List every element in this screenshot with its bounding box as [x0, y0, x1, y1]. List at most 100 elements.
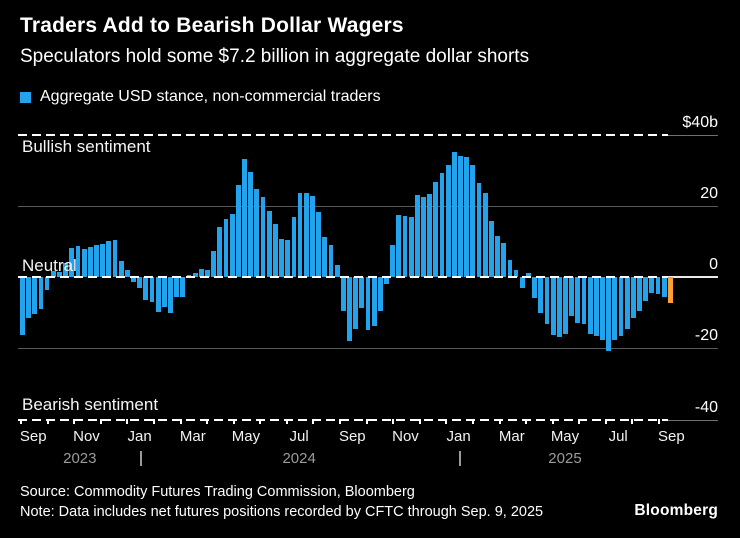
bar	[137, 277, 143, 289]
bar	[297, 193, 303, 277]
x-axis-label-may-8: May	[231, 428, 261, 445]
bar	[328, 245, 334, 277]
x-axis-tick	[232, 419, 235, 424]
x-axis-tick	[339, 419, 342, 424]
bar	[402, 215, 408, 277]
x-axis-label-nov-14: Nov	[392, 428, 419, 445]
bar	[174, 277, 180, 297]
bar	[384, 277, 389, 285]
bar	[575, 277, 581, 323]
x-axis-label-sep-12: Sep	[338, 428, 366, 445]
bar	[242, 159, 247, 277]
bar	[81, 248, 87, 277]
x-axis-label-sep-24: Sep	[657, 428, 685, 445]
bar	[106, 241, 112, 277]
source-note: Source: Commodity Futures Trading Commis…	[20, 484, 415, 500]
bar	[38, 277, 44, 310]
gridline-dashed-0	[18, 276, 668, 278]
x-axis-label-jan-16: Jan	[446, 428, 471, 445]
bar	[359, 277, 365, 308]
bar	[279, 238, 284, 277]
bar	[168, 277, 173, 313]
gridline-extension-0	[668, 276, 718, 278]
bar	[155, 277, 161, 312]
bar-highlight	[667, 277, 673, 303]
data-note: Note: Data includes net futures position…	[20, 504, 544, 520]
bar	[563, 277, 568, 335]
x-axis-tick	[471, 419, 474, 424]
y-axis-label-0: 0	[709, 256, 718, 273]
bar	[310, 196, 315, 277]
bar	[63, 263, 68, 277]
x-axis-label-jul-10: Jul	[289, 428, 309, 445]
bar	[322, 236, 328, 277]
gridline--20	[18, 348, 718, 350]
bar	[347, 277, 352, 342]
y-axis-label-40: $40b	[682, 113, 718, 131]
bar	[550, 277, 556, 336]
x-axis-tick	[46, 419, 49, 424]
bar	[655, 277, 661, 295]
bar	[285, 239, 291, 277]
bar	[291, 216, 297, 277]
bar	[118, 260, 124, 277]
bar	[519, 277, 525, 289]
bar	[390, 244, 396, 277]
bar	[260, 196, 266, 277]
bar	[600, 277, 605, 341]
bar	[223, 219, 229, 277]
bar	[396, 215, 402, 277]
y-axis-label--40: -40	[694, 398, 718, 416]
region-label-2: Bearish sentiment	[22, 395, 159, 414]
x-axis-tick	[152, 419, 155, 424]
bar	[606, 277, 612, 351]
bar	[587, 277, 593, 335]
bar	[254, 189, 260, 277]
x-axis-tick	[73, 419, 76, 424]
bar	[57, 272, 62, 277]
x-axis-label-jul-22: Jul	[608, 428, 628, 445]
bar	[198, 268, 204, 277]
bar	[495, 236, 500, 277]
bar	[501, 243, 507, 277]
bar	[439, 172, 445, 277]
x-axis-tick	[99, 419, 102, 424]
x-axis-tick	[285, 419, 288, 424]
bar	[661, 277, 667, 297]
bar	[408, 216, 414, 277]
x-axis-tick	[259, 419, 262, 424]
legend: Aggregate USD stance, non-commercial tra…	[20, 88, 381, 106]
bar	[624, 277, 630, 330]
bar	[556, 277, 562, 337]
year-divider	[458, 451, 461, 466]
bar	[75, 246, 81, 277]
y-axis-label--20: -20	[694, 327, 718, 345]
bar	[581, 277, 587, 325]
bar	[458, 155, 463, 277]
x-axis-tick	[365, 419, 368, 424]
x-axis-label-mar-6: Mar	[179, 428, 206, 445]
bar	[161, 277, 167, 308]
bar	[649, 277, 655, 293]
bar	[433, 181, 439, 277]
bar	[69, 247, 75, 277]
bar	[32, 277, 38, 314]
bar	[303, 192, 309, 277]
bar	[612, 277, 618, 341]
bar	[365, 277, 371, 331]
bar	[544, 277, 550, 325]
bar	[205, 269, 210, 277]
bar	[507, 259, 513, 277]
bar	[94, 245, 99, 277]
bar	[630, 277, 636, 318]
bar	[451, 152, 457, 277]
bar	[131, 277, 136, 282]
bar	[421, 196, 426, 277]
bar	[124, 269, 130, 277]
bar	[20, 277, 25, 336]
x-axis-tick	[498, 419, 501, 424]
gridline-20	[18, 205, 718, 207]
gridline-dashed--40	[18, 418, 668, 421]
gridline-dashed-40	[18, 133, 668, 136]
